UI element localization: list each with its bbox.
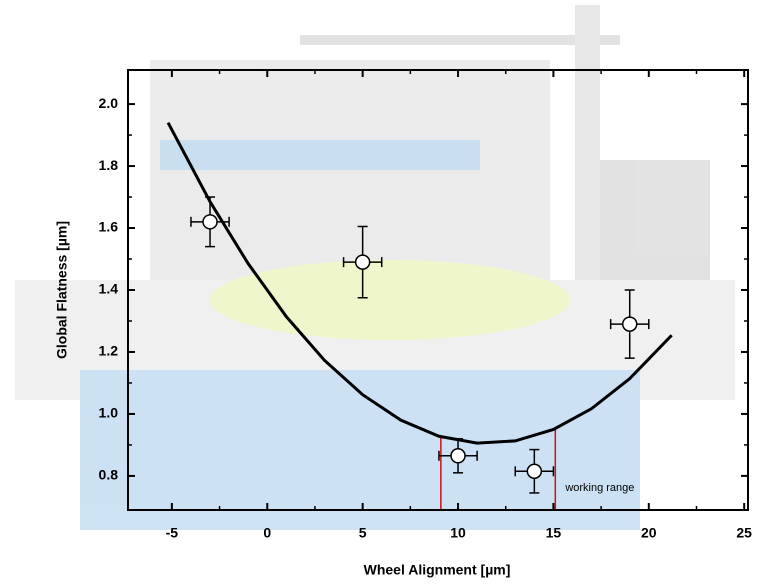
x-tick-label: 0 xyxy=(263,525,271,541)
y-tick-label: 1.4 xyxy=(99,281,119,297)
data-point xyxy=(354,254,371,270)
y-tick-label: 2.0 xyxy=(99,95,119,111)
x-tick-label: 20 xyxy=(641,525,657,541)
x-tick-label: 15 xyxy=(546,525,562,541)
data-point xyxy=(526,463,543,480)
x-tick-label: 10 xyxy=(450,525,466,541)
data-point xyxy=(450,448,466,464)
x-axis-label: Wheel Alignment [µm] xyxy=(364,562,511,578)
y-axis-label: Global Flatness [µm] xyxy=(54,221,70,359)
fit-curve xyxy=(166,121,673,445)
y-tick-label: 1.2 xyxy=(99,343,119,359)
x-tick-label: 5 xyxy=(359,525,367,541)
annotation: working range xyxy=(564,482,634,494)
y-tick-label: 1.8 xyxy=(99,157,119,173)
y-tick-label: 0.8 xyxy=(99,467,119,483)
y-tick-label: 1.6 xyxy=(99,219,119,235)
data-point xyxy=(621,316,638,332)
x-tick-label: 25 xyxy=(736,525,752,541)
y-tick-label: 1.0 xyxy=(99,405,119,421)
background-photo xyxy=(15,5,735,530)
x-tick-label: -5 xyxy=(166,525,179,541)
data-point xyxy=(202,214,218,230)
